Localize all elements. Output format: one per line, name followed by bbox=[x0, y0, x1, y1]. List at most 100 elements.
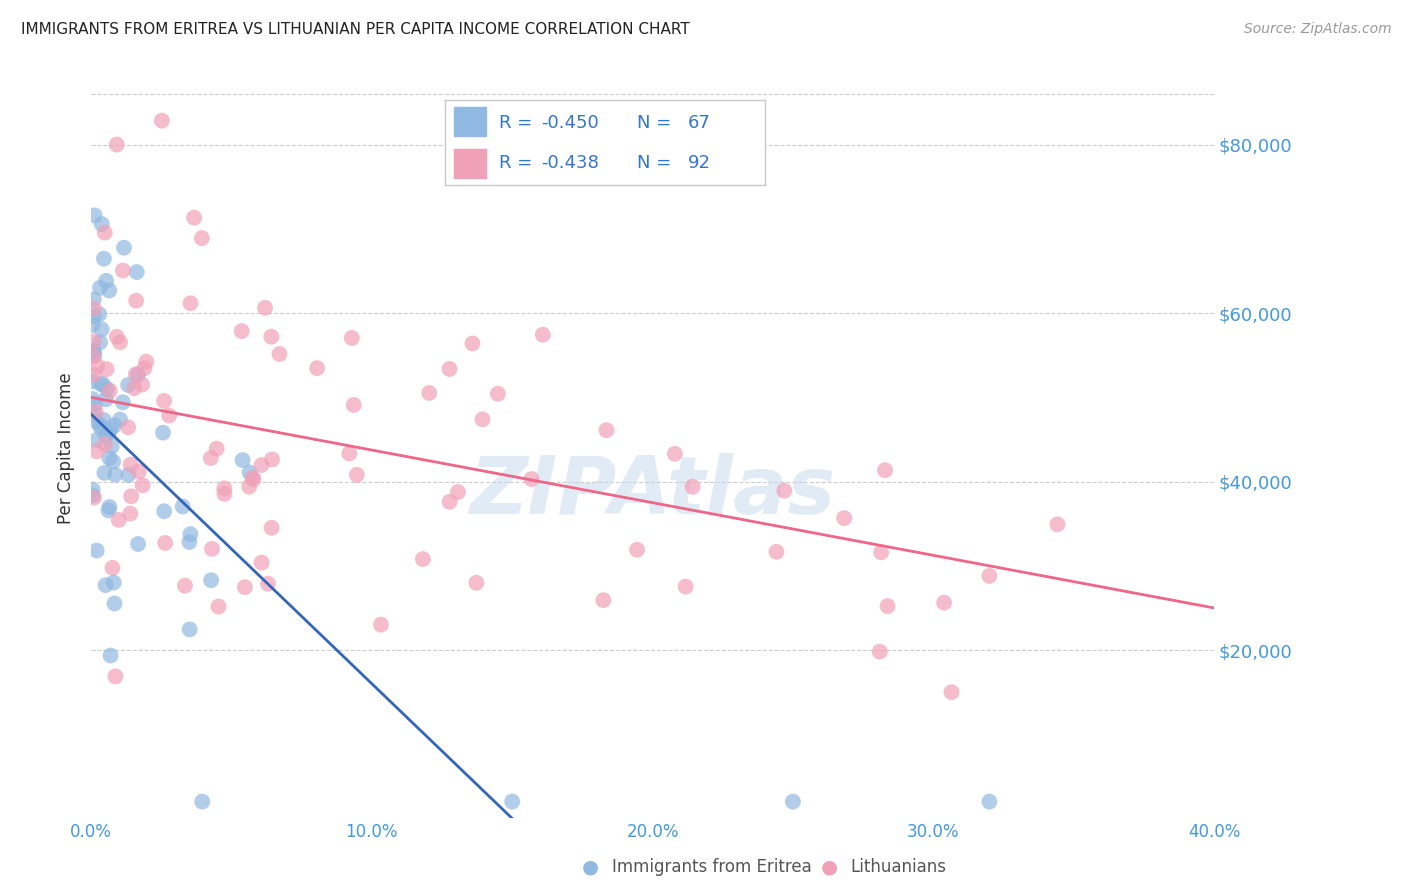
Point bbox=[131, 377, 153, 392]
Point bbox=[531, 327, 554, 342]
Point bbox=[269, 347, 291, 361]
Text: ●: ● bbox=[821, 857, 838, 877]
Point bbox=[94, 274, 117, 288]
Point bbox=[592, 593, 614, 607]
Point bbox=[125, 293, 148, 308]
Point bbox=[90, 322, 112, 336]
Point bbox=[90, 421, 112, 435]
Point bbox=[337, 446, 360, 460]
Point bbox=[105, 137, 128, 152]
Point bbox=[94, 578, 117, 592]
Point bbox=[242, 471, 264, 485]
Point bbox=[832, 511, 855, 525]
Point bbox=[873, 463, 896, 477]
Point bbox=[870, 545, 893, 559]
Point bbox=[120, 507, 142, 521]
Point bbox=[250, 458, 273, 472]
Point bbox=[97, 425, 120, 439]
Point bbox=[127, 368, 149, 382]
Point bbox=[418, 386, 440, 401]
Text: Immigrants from Eritrea: Immigrants from Eritrea bbox=[612, 858, 811, 876]
Point bbox=[83, 350, 105, 364]
Point bbox=[157, 409, 180, 423]
Point bbox=[343, 398, 366, 412]
Point bbox=[869, 645, 891, 659]
Point bbox=[201, 541, 224, 556]
Point bbox=[307, 361, 329, 376]
Point bbox=[93, 466, 115, 480]
Point bbox=[153, 504, 176, 518]
Point bbox=[155, 536, 177, 550]
Point bbox=[112, 241, 135, 255]
Point bbox=[89, 335, 111, 350]
Point bbox=[84, 415, 107, 429]
Point bbox=[179, 623, 201, 637]
Point bbox=[94, 392, 117, 407]
Point bbox=[96, 382, 118, 396]
Point bbox=[83, 368, 105, 382]
Point bbox=[104, 467, 127, 482]
Point bbox=[83, 334, 105, 349]
Point bbox=[233, 580, 256, 594]
Point bbox=[125, 265, 148, 279]
Point bbox=[179, 527, 201, 541]
Point bbox=[82, 374, 104, 388]
Text: ZIPAtlas: ZIPAtlas bbox=[470, 453, 835, 532]
Point bbox=[200, 451, 222, 466]
Point bbox=[191, 795, 214, 809]
Point bbox=[765, 545, 787, 559]
Point bbox=[98, 500, 121, 514]
Point bbox=[250, 556, 273, 570]
Point bbox=[111, 395, 134, 409]
Point bbox=[773, 483, 796, 498]
Point bbox=[93, 437, 115, 451]
Point bbox=[439, 362, 461, 376]
Point bbox=[101, 454, 124, 468]
Point bbox=[86, 359, 108, 373]
Point bbox=[83, 407, 105, 421]
Point bbox=[91, 377, 114, 392]
Point bbox=[1046, 517, 1069, 532]
Point bbox=[471, 412, 494, 426]
Point bbox=[180, 296, 202, 310]
Point bbox=[200, 573, 222, 587]
Point bbox=[103, 575, 125, 590]
Point bbox=[117, 378, 139, 392]
Point bbox=[152, 425, 174, 440]
Point bbox=[83, 344, 105, 359]
Point bbox=[979, 795, 1001, 809]
Point bbox=[101, 561, 124, 575]
Text: IMMIGRANTS FROM ERITREA VS LITHUANIAN PER CAPITA INCOME CORRELATION CHART: IMMIGRANTS FROM ERITREA VS LITHUANIAN PE… bbox=[21, 22, 690, 37]
Point bbox=[83, 309, 105, 323]
Point bbox=[84, 405, 107, 419]
Point bbox=[103, 597, 125, 611]
Point bbox=[172, 500, 194, 514]
Point bbox=[626, 542, 648, 557]
Point bbox=[174, 579, 197, 593]
Point bbox=[131, 478, 153, 492]
Point bbox=[979, 569, 1001, 583]
Point bbox=[103, 418, 125, 433]
Point bbox=[83, 347, 105, 361]
Point bbox=[100, 439, 122, 453]
Point bbox=[84, 397, 107, 411]
Text: Source: ZipAtlas.com: Source: ZipAtlas.com bbox=[1244, 22, 1392, 37]
Point bbox=[82, 392, 104, 406]
Point bbox=[150, 113, 173, 128]
Point bbox=[93, 413, 115, 427]
Point bbox=[89, 417, 111, 432]
Point bbox=[461, 336, 484, 351]
Point bbox=[675, 580, 697, 594]
Point bbox=[82, 483, 104, 497]
Point bbox=[447, 485, 470, 500]
Point bbox=[135, 354, 157, 368]
Point bbox=[89, 307, 111, 321]
Point bbox=[117, 467, 139, 482]
Point bbox=[86, 444, 108, 458]
Point bbox=[86, 433, 108, 447]
Point bbox=[98, 450, 121, 465]
Point bbox=[465, 575, 488, 590]
Point bbox=[239, 466, 262, 480]
Point bbox=[108, 412, 131, 426]
Point bbox=[104, 669, 127, 683]
